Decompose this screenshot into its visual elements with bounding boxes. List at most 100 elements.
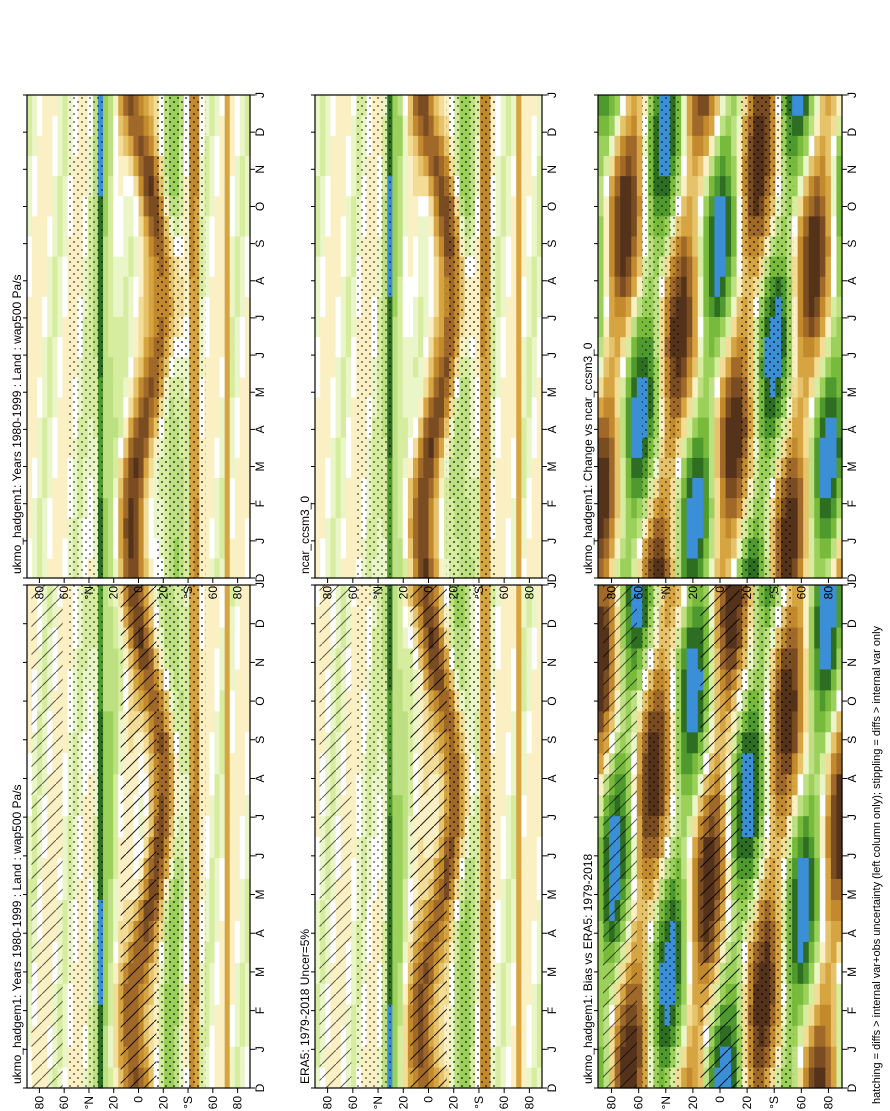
heatmap-cell xyxy=(123,215,129,237)
heatmap-cell xyxy=(214,1025,221,1047)
heatmap-cell xyxy=(330,376,337,398)
heatmap-cell xyxy=(413,396,419,418)
heatmap-cell xyxy=(315,983,321,1005)
heatmap-cell xyxy=(397,1025,404,1047)
heatmap-cell xyxy=(128,296,135,317)
heatmap-cell xyxy=(516,1025,522,1047)
heatmap-cell xyxy=(57,215,64,237)
heatmap-cell xyxy=(244,215,251,237)
heatmap-cell xyxy=(214,517,221,539)
heatmap-cell xyxy=(330,517,337,539)
heatmap-cell xyxy=(239,983,246,1005)
heatmap-cell xyxy=(27,356,33,378)
heatmap-cell xyxy=(209,135,216,156)
heatmap-cell xyxy=(808,794,815,817)
heatmap-cell xyxy=(234,155,241,177)
heatmap-cell xyxy=(103,983,109,1005)
heatmap-cell xyxy=(681,794,688,817)
heatmap-cell xyxy=(42,276,48,297)
heatmap-cell xyxy=(32,537,38,559)
heatmap-cell xyxy=(315,773,321,796)
heatmap-cell xyxy=(244,983,251,1005)
heatmap-cell xyxy=(686,983,693,1005)
heatmap-cell xyxy=(234,983,241,1005)
heatmap-cell xyxy=(214,710,221,733)
heatmap-cell xyxy=(392,794,399,817)
heatmap-cell xyxy=(516,962,522,984)
heatmap-cell xyxy=(244,316,251,338)
heatmap-cell xyxy=(219,689,226,712)
heatmap-cell xyxy=(495,517,502,539)
heatmap-cell xyxy=(397,477,404,499)
heatmap-cell xyxy=(407,537,414,559)
heatmap-cell xyxy=(330,437,337,458)
heatmap-cell xyxy=(219,497,226,519)
heatmap-cell xyxy=(133,396,140,418)
heatmap-cell xyxy=(229,215,236,237)
heatmap-cell xyxy=(42,155,48,177)
heatmap-cell xyxy=(224,647,231,670)
heatmap-cell xyxy=(108,983,114,1005)
heatmap-cell xyxy=(224,296,231,317)
heatmap-cell xyxy=(239,95,246,116)
heatmap-cell xyxy=(681,815,688,838)
stippling-overlay xyxy=(739,585,794,1088)
heatmap-cell xyxy=(418,457,424,478)
heatmap-cell xyxy=(214,689,221,712)
heatmap-cell xyxy=(148,175,155,197)
heatmap-cell xyxy=(797,605,804,628)
heatmap-cell xyxy=(143,155,150,177)
heatmap-cell xyxy=(516,857,522,880)
heatmap-cell xyxy=(681,1067,688,1089)
heatmap-cell xyxy=(244,647,251,670)
heatmap-cell xyxy=(62,497,69,519)
heatmap-cell xyxy=(244,135,251,156)
heatmap-cell xyxy=(803,731,810,754)
heatmap-cell xyxy=(123,195,129,217)
heatmap-cell xyxy=(500,941,507,963)
heatmap-cell xyxy=(511,396,517,418)
heatmap-cell xyxy=(500,710,507,733)
heatmap-cell xyxy=(204,626,211,649)
heatmap-cell xyxy=(825,941,832,963)
heatmap-cell xyxy=(47,396,53,418)
heatmap-cell xyxy=(418,437,424,458)
heatmap-cell xyxy=(239,155,246,177)
heatmap-cell xyxy=(803,794,810,817)
heatmap-cell xyxy=(103,605,109,628)
heatmap-cell xyxy=(128,376,135,398)
heatmap-cell xyxy=(526,605,533,628)
heatmap-cell xyxy=(320,537,326,559)
heatmap-cell xyxy=(495,605,502,628)
heatmap-cell xyxy=(495,585,502,607)
heatmap-cell xyxy=(320,497,326,519)
heatmap-cell xyxy=(397,537,404,559)
heatmap-cell xyxy=(521,668,528,691)
heatmap-cell xyxy=(148,195,155,217)
heatmap-cell xyxy=(103,899,109,921)
heatmap-cell xyxy=(62,336,69,358)
heatmap-cell xyxy=(214,794,221,817)
heatmap-cell xyxy=(340,376,347,398)
heatmap-cell xyxy=(830,794,838,817)
heatmap-cell xyxy=(209,477,216,499)
heatmap-cell xyxy=(797,878,804,900)
x-tick-label: J xyxy=(845,582,859,588)
heatmap-cell xyxy=(103,1004,109,1026)
heatmap-cell xyxy=(214,175,221,197)
heatmap-cell xyxy=(62,417,69,438)
heatmap-cell xyxy=(113,773,119,796)
heatmap-cell xyxy=(413,417,419,438)
heatmap-cell xyxy=(224,235,231,257)
heatmap-cell xyxy=(397,396,404,418)
heatmap-cell xyxy=(204,235,211,257)
heatmap-cell xyxy=(138,215,145,237)
heatmap-cell xyxy=(500,537,507,559)
heatmap-cell xyxy=(814,899,821,921)
heatmap-cell xyxy=(402,336,409,358)
heatmap-cell xyxy=(224,417,231,438)
heatmap-cell xyxy=(315,899,321,921)
heatmap-cell xyxy=(62,668,69,691)
